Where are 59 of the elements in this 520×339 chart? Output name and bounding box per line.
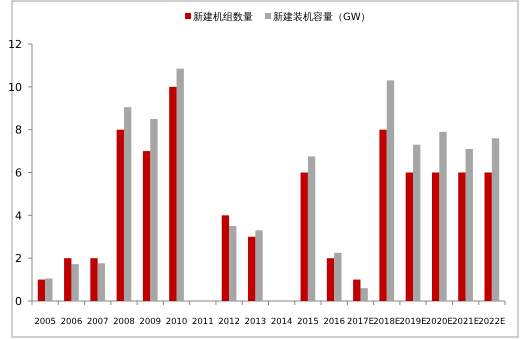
x-tick-label: 2006 [60, 317, 82, 327]
y-tick-label: 10 [8, 80, 22, 94]
bar [492, 138, 500, 301]
x-tick-label: 2007 [86, 317, 109, 327]
bar [255, 230, 263, 301]
x-tick-label: 2008 [113, 317, 135, 327]
bar [124, 107, 132, 301]
x-tick-label: 2019E [400, 317, 427, 327]
x-tick-label: 2014 [270, 317, 292, 327]
y-tick-label: 4 [15, 209, 22, 222]
x-tick-label: 2010 [166, 317, 188, 327]
x-tick-label: 2017E [346, 317, 374, 327]
x-tick-label: 2013 [244, 317, 266, 327]
legend-label: 新建机组数量 [193, 11, 253, 23]
x-tick-label: 2020E [426, 317, 453, 327]
bar [150, 118, 158, 301]
x-tick-label: 2011 [192, 317, 214, 327]
bar [169, 86, 177, 301]
x-tick-label: 2021E [452, 317, 480, 327]
bar [90, 258, 98, 301]
bar [142, 151, 150, 301]
bar [413, 144, 420, 301]
x-tick-label: 2015 [297, 317, 319, 327]
bar [45, 278, 52, 301]
y-tick-label: 8 [15, 124, 22, 137]
x-tick-label: 2009 [139, 317, 162, 327]
bar [64, 258, 72, 301]
bar [334, 252, 342, 301]
x-tick-label: 2016 [323, 317, 346, 327]
legend-label: 新建装机容量（GW） [273, 11, 371, 23]
bar [360, 288, 368, 301]
bar [406, 172, 414, 301]
bar [229, 226, 236, 301]
bar [353, 280, 360, 301]
bar [432, 172, 440, 301]
x-tick-label: 2018E [373, 317, 400, 327]
bar [439, 132, 447, 301]
x-tick-label: 2012 [218, 317, 240, 327]
x-tick-label: 2022E [478, 317, 506, 327]
bar [116, 130, 124, 301]
bar [466, 148, 473, 301]
y-tick-label: 6 [15, 166, 22, 180]
y-tick-label: 2 [15, 252, 22, 266]
y-tick-label: 12 [8, 38, 22, 51]
bar [248, 236, 256, 301]
bar [386, 80, 394, 301]
y-tick-label: 0 [15, 295, 22, 308]
x-tick-label: 2005 [34, 317, 56, 327]
bar [98, 263, 106, 301]
bar [326, 258, 334, 301]
bar [458, 172, 466, 301]
bar [484, 172, 492, 301]
bar [176, 68, 184, 301]
bar [222, 215, 230, 301]
bar [71, 264, 79, 301]
bar [38, 280, 46, 301]
bar [300, 172, 308, 301]
bar [379, 130, 387, 301]
bar [308, 156, 316, 301]
